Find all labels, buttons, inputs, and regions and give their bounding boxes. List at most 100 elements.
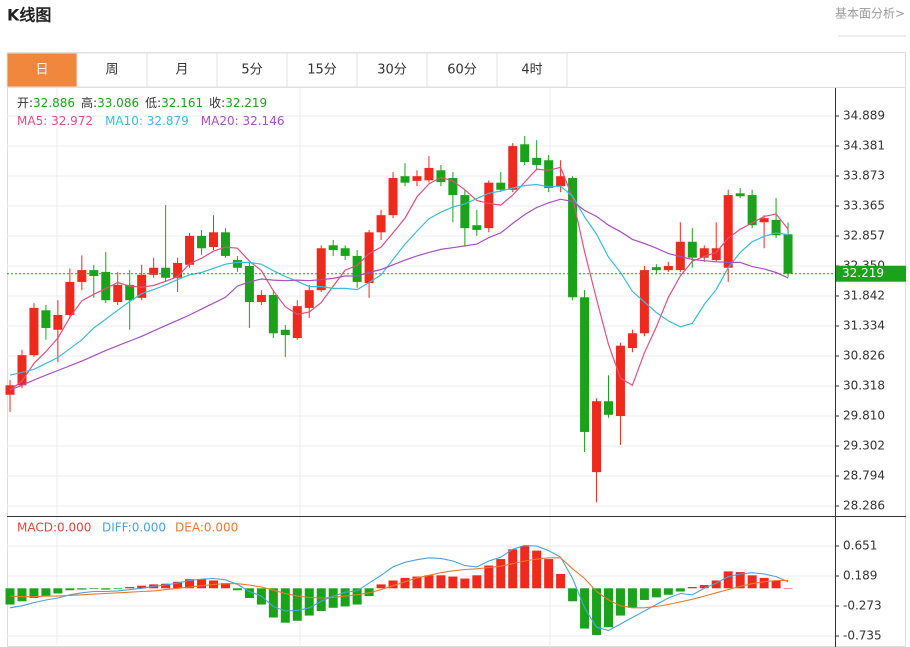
macd-bar	[711, 580, 721, 589]
tab[interactable]: 周	[76, 52, 148, 88]
tab[interactable]: 5分	[216, 52, 288, 88]
candle-body	[699, 248, 709, 258]
tab[interactable]: 60分	[426, 52, 498, 88]
macd-bar	[615, 588, 625, 616]
candle-body	[256, 294, 266, 302]
macd-bar	[735, 572, 745, 589]
tab-bg[interactable]	[356, 52, 428, 88]
y-tick-label: -0.735	[843, 629, 882, 643]
candle-body	[185, 235, 195, 265]
last-price-box	[836, 265, 906, 282]
y-tick-label: 33.365	[843, 199, 885, 213]
candle-body	[125, 284, 135, 301]
widget-title: K线图	[7, 6, 51, 25]
macd-bar	[41, 588, 51, 597]
analysis-link[interactable]: 基本面分析>	[835, 7, 905, 21]
candle-body	[173, 263, 183, 278]
macd-bar	[496, 559, 506, 589]
tab-bg[interactable]	[216, 52, 288, 88]
macd-bar	[388, 580, 398, 589]
candle-body	[197, 235, 207, 249]
candle-body	[711, 248, 721, 261]
macd-bar	[460, 578, 470, 589]
macd-bar	[89, 588, 99, 589]
macd-bar	[113, 588, 123, 589]
candle-body	[161, 267, 171, 278]
y-tick-label: 31.842	[843, 288, 885, 302]
candle-body	[484, 182, 494, 229]
macd-bar	[663, 588, 673, 595]
macd-bar	[304, 588, 314, 616]
tab-label[interactable]: 5分	[241, 63, 262, 78]
candle-body	[687, 241, 697, 258]
candle-body	[41, 310, 51, 328]
y-tick-label: 31.334	[843, 318, 885, 332]
macd-bar	[747, 575, 757, 589]
y-tick-label: 34.889	[843, 108, 885, 122]
candle-body	[735, 193, 745, 197]
tab-label[interactable]: 4时	[521, 63, 542, 78]
candle-body	[268, 294, 278, 334]
tab-bg[interactable]	[496, 52, 568, 88]
y-tick-label: 0.651	[843, 539, 877, 553]
macd-bar	[771, 580, 781, 589]
y-tick-label: 32.857	[843, 229, 885, 243]
y-tick-label: -0.273	[843, 599, 882, 613]
tab-bg[interactable]	[6, 52, 78, 88]
ohlc-key: 收:	[209, 96, 225, 110]
macd-bar	[759, 577, 769, 589]
candle-body	[304, 290, 314, 308]
tab-bg[interactable]	[146, 52, 218, 88]
tab[interactable]: 日	[6, 52, 78, 88]
macd-bar	[292, 588, 302, 621]
candle-body	[65, 281, 75, 315]
candle-body	[615, 345, 625, 416]
tab-label[interactable]: 60分	[447, 63, 477, 78]
ma-line	[9, 183, 789, 376]
tab[interactable]: 30分	[356, 52, 428, 88]
macd-legend: DEA:0.000	[175, 521, 238, 535]
ohlc-value: 32.886	[33, 96, 75, 110]
candle-body	[208, 232, 218, 248]
macd-line	[9, 557, 789, 609]
macd-bar	[651, 588, 661, 598]
macd-bar	[687, 586, 697, 589]
macd-bar	[592, 588, 602, 636]
tab-label[interactable]: 15分	[307, 63, 337, 78]
macd-bar	[400, 577, 410, 589]
macd-bar	[232, 588, 242, 591]
candle-body	[53, 314, 63, 330]
y-tick-label: 29.810	[843, 408, 885, 422]
tab-label[interactable]: 周	[105, 63, 118, 78]
candle-body	[424, 167, 434, 181]
candle-body	[747, 195, 757, 226]
legend-name: MA10	[105, 114, 139, 128]
tab[interactable]: 月	[146, 52, 218, 88]
candle-body	[544, 160, 554, 189]
macd-bar	[627, 588, 637, 608]
macd-bar	[53, 588, 63, 594]
macd-bar	[604, 588, 613, 628]
tab[interactable]: 4时	[496, 52, 568, 88]
candle-body	[101, 271, 111, 301]
candle-body	[220, 232, 230, 256]
tab[interactable]: 15分	[286, 52, 358, 88]
candle-body	[568, 177, 578, 298]
candle-body	[376, 215, 386, 233]
y-tick-label: 0.189	[843, 569, 877, 583]
macd-bar	[268, 588, 278, 618]
tab-label[interactable]: 30分	[377, 63, 407, 78]
candle-body	[17, 355, 27, 386]
ohlc-value: 32.219	[225, 96, 267, 110]
candle-body	[651, 267, 661, 271]
legend-sep: :	[139, 114, 147, 128]
tab-label[interactable]: 月	[175, 63, 188, 78]
tab-bg[interactable]	[426, 52, 498, 88]
macd-bar	[65, 588, 75, 591]
legend-name: MA20	[201, 114, 235, 128]
tab-bg[interactable]	[76, 52, 148, 88]
tab-label[interactable]: 日	[35, 63, 48, 78]
macd-bar	[448, 576, 458, 589]
candle-body	[149, 267, 159, 275]
